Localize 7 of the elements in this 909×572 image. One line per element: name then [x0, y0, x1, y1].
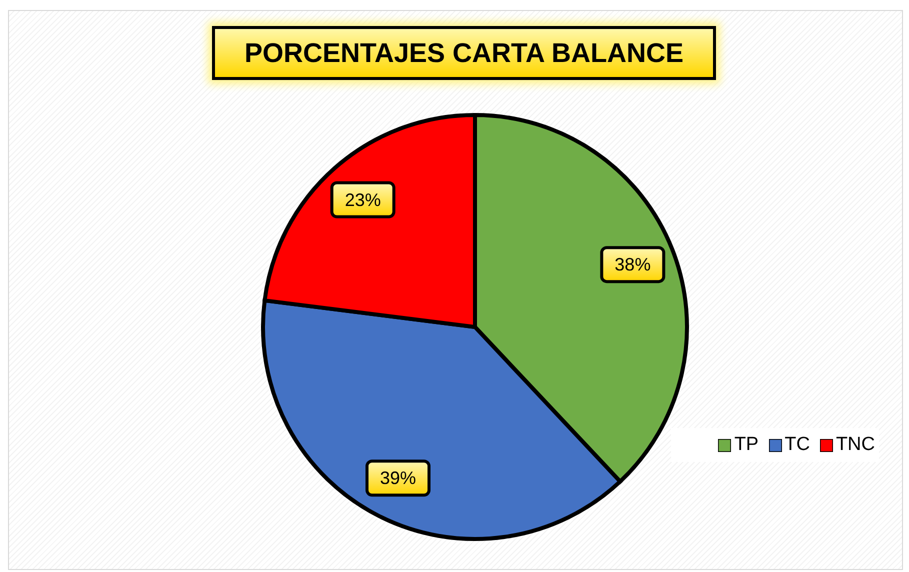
data-label: 38% [614, 254, 651, 275]
data-label: 39% [380, 468, 416, 488]
data-label: 23% [344, 190, 381, 210]
legend-label: TC [784, 434, 810, 456]
legend-label: TP [733, 434, 759, 456]
chart-title: PORCENTAJES CARTA BALANCE [212, 26, 716, 80]
legend-label: TNC [834, 434, 875, 456]
